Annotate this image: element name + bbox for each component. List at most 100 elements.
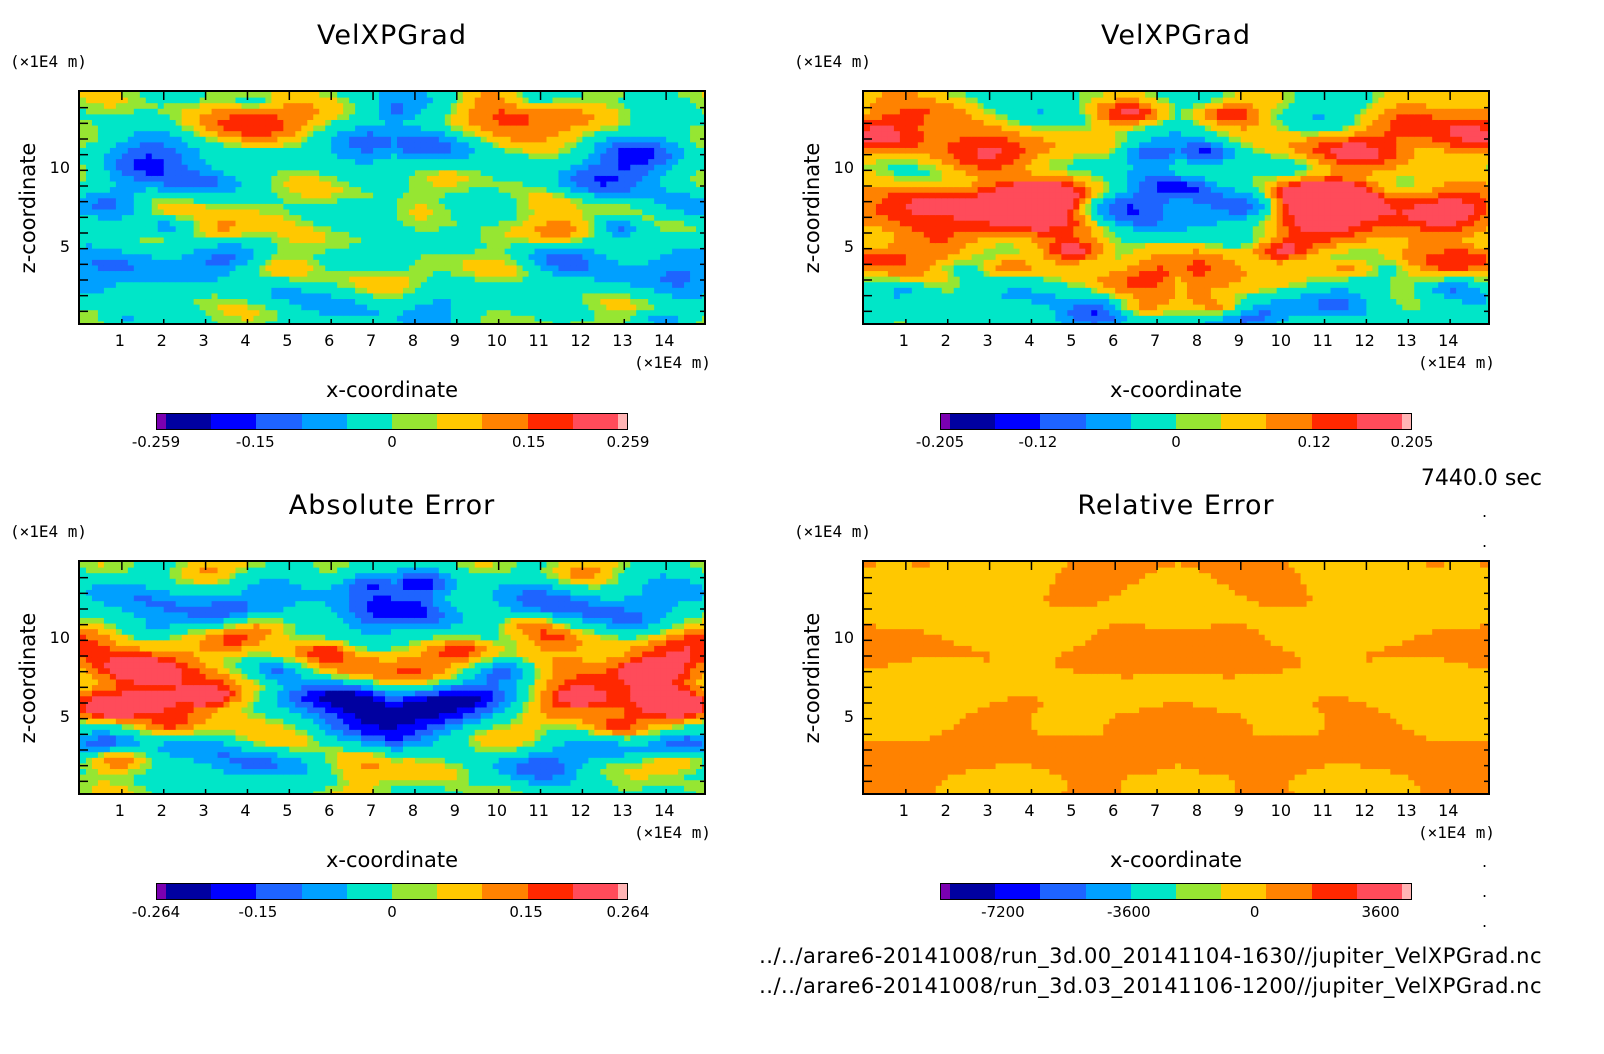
heatmap-svg — [864, 562, 1488, 793]
y-tick-label: 10 — [49, 628, 70, 648]
colorbar-swatch — [995, 414, 1041, 429]
colorbar-swatch — [437, 884, 483, 899]
colorbar-swatch — [437, 414, 483, 429]
colorbar-swatch — [256, 414, 302, 429]
x-tick-label: 14 — [654, 331, 675, 350]
x-tick-label: 10 — [1270, 331, 1292, 350]
x-tick-label: 1 — [114, 331, 125, 350]
x-tick-label: 5 — [1066, 801, 1077, 820]
plot-area — [78, 90, 706, 325]
x-tick-label: 6 — [324, 331, 335, 350]
x-tick-label: 5 — [282, 331, 293, 350]
colorbar-swatch — [1040, 414, 1086, 429]
y-tick-label: 5 — [59, 236, 70, 256]
y-unit-label: (×1E4 m) — [794, 522, 872, 541]
x-tick-label: 13 — [1396, 331, 1417, 350]
x-tick-label: 4 — [240, 331, 251, 350]
tick-marks — [864, 92, 1488, 323]
dot-mark: . — [1482, 852, 1488, 871]
x-tick-label: 1 — [898, 331, 909, 350]
colorbar-swatch — [950, 414, 996, 429]
plot-area — [862, 560, 1490, 795]
plot-area — [78, 560, 706, 795]
x-tick-label: 11 — [528, 801, 549, 820]
colorbar-swatch — [1040, 884, 1086, 899]
x-tick-label: 5 — [282, 801, 293, 820]
colorbar-swatch — [391, 414, 438, 429]
y-tick-label: 5 — [843, 706, 854, 726]
colorbar — [940, 883, 1412, 900]
x-tick-label: 12 — [570, 801, 591, 820]
x-tick-label: 2 — [156, 331, 167, 350]
file-path-1: ../../arare6-20141008/run_3d.00_20141104… — [759, 944, 1542, 968]
x-tick-label: 12 — [1354, 331, 1375, 350]
tick-marks — [864, 562, 1488, 793]
colorbar — [940, 413, 1412, 430]
heatmap-svg — [80, 92, 704, 323]
x-tick-label: 8 — [407, 801, 419, 820]
colorbar-swatch — [301, 414, 347, 429]
plot-area — [862, 90, 1490, 325]
x-tick-label: 7 — [365, 331, 377, 350]
colorbar-swatch — [617, 884, 627, 899]
colorbar-swatch — [1085, 414, 1131, 429]
x-tick-label: 11 — [1312, 331, 1333, 350]
x-tick-label: 9 — [449, 331, 460, 350]
colorbar-label: 0.259 — [606, 433, 650, 451]
x-tick-label: 13 — [612, 331, 633, 350]
y-unit-label: (×1E4 m) — [10, 522, 88, 541]
colorbar-swatch — [941, 884, 951, 899]
colorbar-swatch — [1175, 414, 1222, 429]
x-tick-label: 7 — [1149, 331, 1161, 350]
x-tick-label: 3 — [982, 801, 993, 820]
colorbar-swatch — [346, 884, 392, 899]
x-tick-label: 4 — [240, 801, 251, 820]
chart-title: VelXPGrad — [1101, 20, 1251, 51]
colorbar-label: 0.264 — [606, 903, 650, 921]
x-tick-label: 10 — [486, 801, 508, 820]
time-label: 7440.0 sec — [1420, 466, 1542, 491]
x-tick-label: 13 — [1396, 801, 1417, 820]
x-tick-label: 2 — [940, 801, 951, 820]
colorbar-swatch — [482, 414, 528, 429]
x-tick-label: 14 — [654, 801, 675, 820]
colorbar-swatch — [527, 414, 573, 429]
y-tick-label: 5 — [59, 706, 70, 726]
colorbar-label: -0.264 — [131, 903, 181, 921]
colorbar-swatch — [941, 414, 951, 429]
y-tick-label: 10 — [49, 158, 70, 178]
x-tick-label: 2 — [940, 331, 951, 350]
colorbar-label: 0 — [1249, 903, 1260, 921]
colorbar-swatch — [617, 414, 627, 429]
y-tick-label: 10 — [833, 158, 854, 178]
colorbar-swatch — [950, 884, 996, 899]
colorbar-label: -0.12 — [1018, 433, 1058, 451]
heatmap-cells — [864, 562, 1488, 793]
colorbar-swatch — [572, 414, 618, 429]
x-unit-label: (×1E4 m) — [1418, 353, 1496, 372]
x-tick-label: 1 — [898, 801, 909, 820]
colorbar-label: 0 — [387, 903, 397, 921]
colorbar-swatch — [157, 414, 167, 429]
heatmap-cells — [80, 92, 704, 323]
x-tick-label: 3 — [198, 331, 209, 350]
colorbar-label: 0.15 — [511, 433, 546, 451]
dot-mark: . — [1482, 502, 1488, 521]
colorbar-swatch — [1130, 884, 1176, 899]
x-tick-label: 5 — [1066, 331, 1077, 350]
colorbar-swatch — [482, 884, 528, 899]
colorbar-swatch — [1221, 414, 1267, 429]
x-tick-label: 9 — [1233, 801, 1244, 820]
chart-title: VelXPGrad — [317, 20, 467, 51]
colorbar-swatch — [1175, 884, 1222, 899]
x-tick-label: 6 — [324, 801, 335, 820]
colorbar-label: 3600 — [1361, 903, 1400, 921]
x-unit-label: (×1E4 m) — [634, 353, 712, 372]
dot-mark: . — [1482, 532, 1488, 551]
x-tick-label: 6 — [1108, 801, 1119, 820]
x-tick-label: 1 — [114, 801, 125, 820]
x-unit-label: (×1E4 m) — [1418, 823, 1496, 842]
